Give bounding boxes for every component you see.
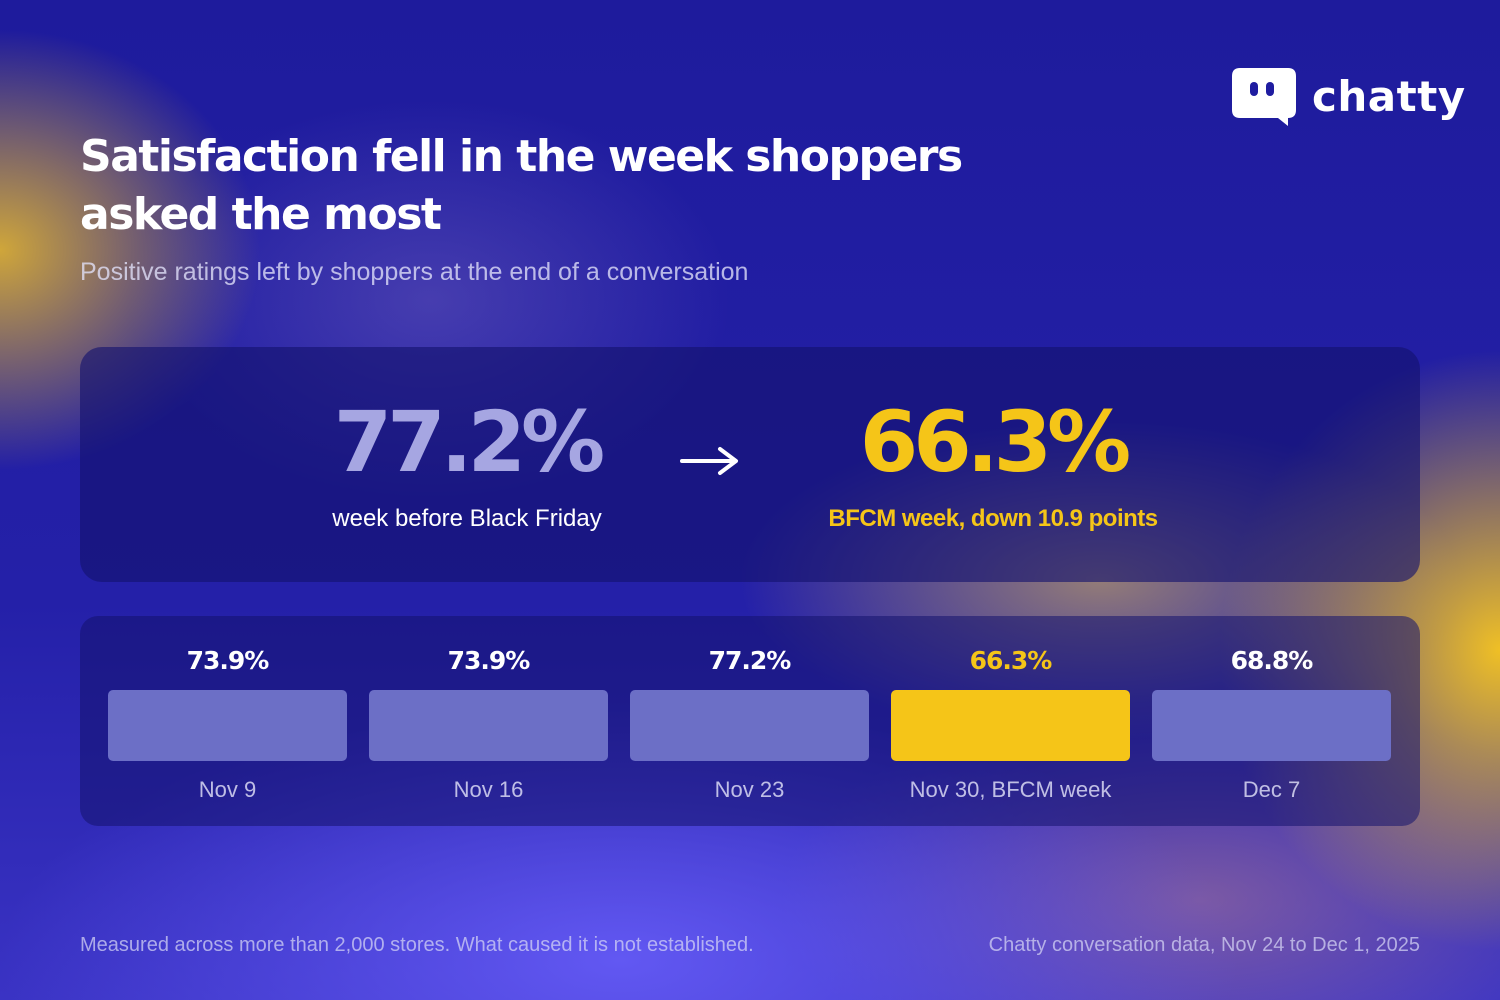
arrow-right-icon [680,447,738,475]
footnote: Measured across more than 2,000 stores. … [80,934,754,956]
bar-category-label: Nov 9 [199,777,256,802]
brand-logo: chatty [1230,66,1466,126]
bar [108,690,347,761]
bar-value-label: 68.8% [1231,646,1314,675]
kpi-card: 77.2% week before Black Friday 66.3% BFC… [80,347,1420,582]
page-subtitle: Positive ratings left by shoppers at the… [80,258,749,286]
bar [369,690,608,761]
bar-category-label: Nov 23 [715,777,785,802]
kpi-before-label: week before Black Friday [332,505,602,532]
page-title: Satisfaction fell in the week shoppers a… [80,131,963,240]
bar-value-label: 73.9% [448,646,531,675]
kpi-before-value: 77.2% [333,393,605,491]
bar-value-label: 73.9% [187,646,270,675]
brand-name: chatty [1312,71,1466,121]
bar-value-label: 77.2% [709,646,792,675]
kpi-after-value: 66.3% [859,393,1131,491]
weekly-bar-chart: 73.9% Nov 9 73.9% Nov 16 77.2% Nov 23 66.3% Nov… [80,616,1420,826]
bar [1152,690,1391,761]
bar-category-label: Dec 7 [1243,777,1300,802]
bar-chart-svg: 73.9% Nov 9 73.9% Nov 16 77.2% Nov 23 66.3% Nov… [108,646,1391,802]
chat-bubble-icon [1232,68,1296,126]
bar [630,690,869,761]
bar-category-label: Nov 30, BFCM week [910,777,1113,802]
bar-category-label: Nov 16 [454,777,524,802]
kpi-after-label: BFCM week, down 10.9 points [828,505,1158,532]
bar [891,690,1130,761]
source-note: Chatty conversation data, Nov 24 to Dec … [988,934,1420,956]
bar-value-label: 66.3% [970,646,1053,675]
